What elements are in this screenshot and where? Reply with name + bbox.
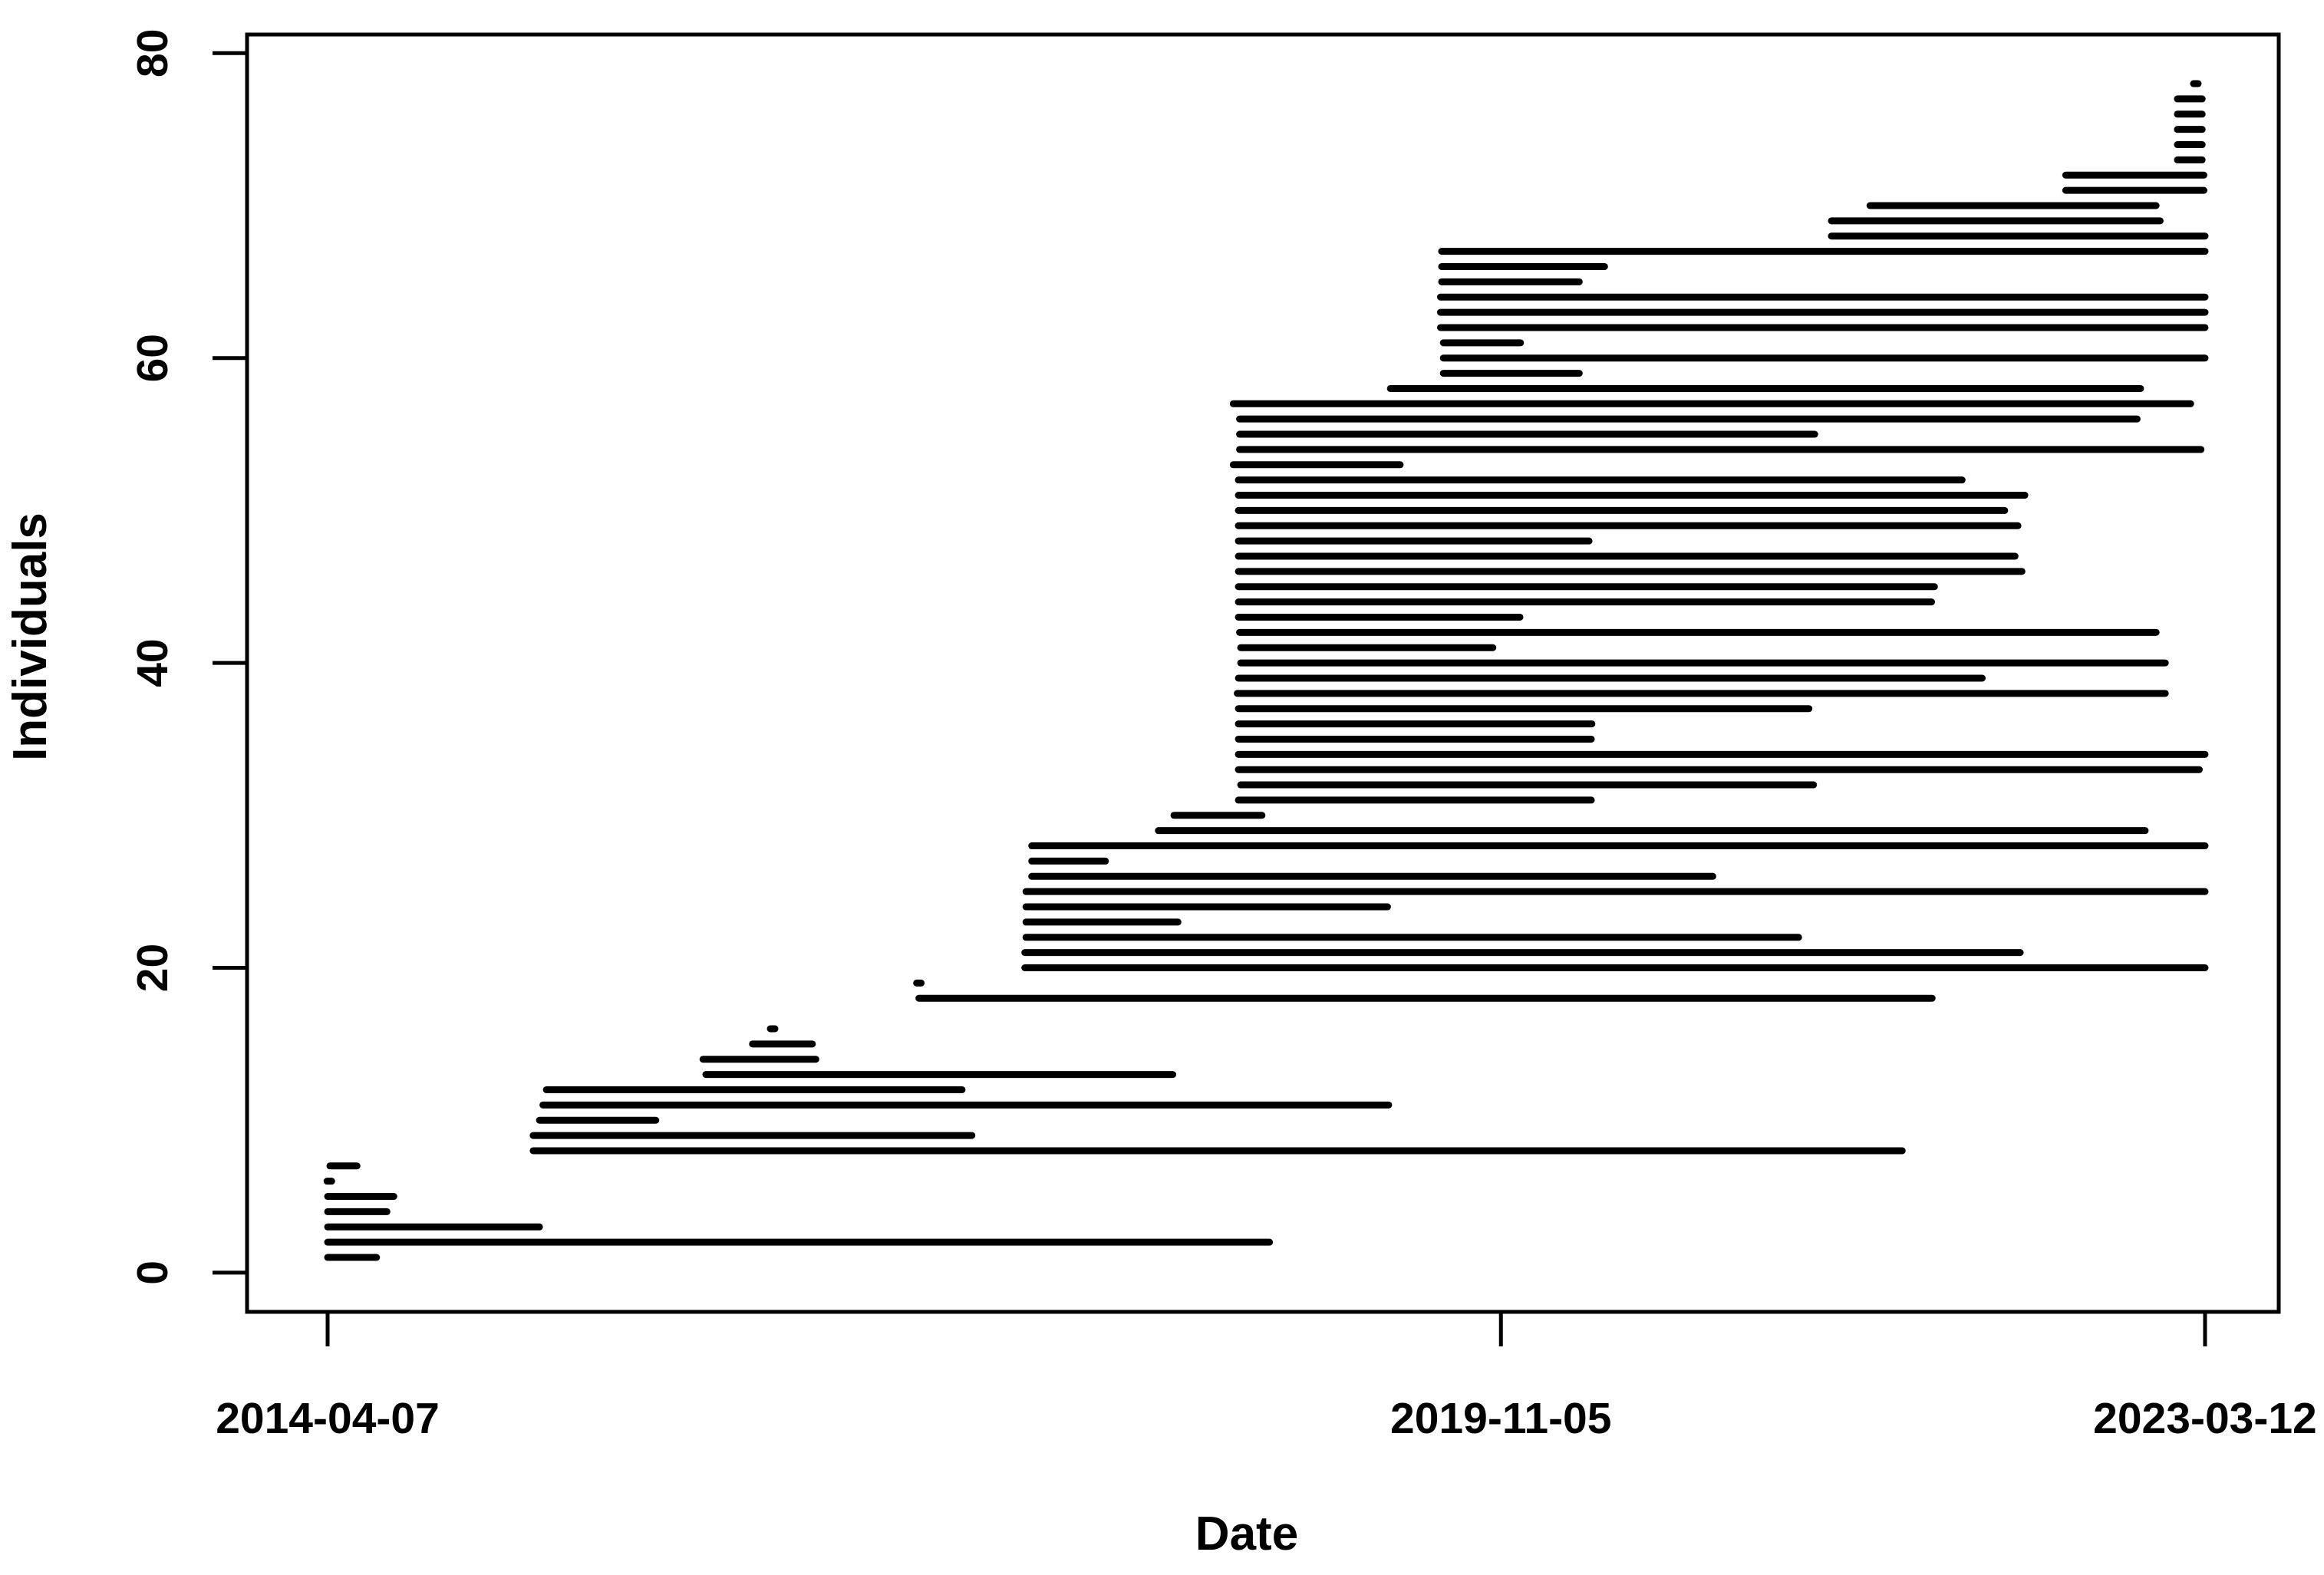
individual-detection-segments bbox=[323, 80, 2209, 1261]
y-tick-label: 40 bbox=[128, 638, 177, 687]
x-tick-label: 2023-03-12 bbox=[2093, 1394, 2317, 1443]
x-tick-label: 2014-04-07 bbox=[216, 1394, 440, 1443]
x-tick-label: 2019-11-05 bbox=[1390, 1394, 1611, 1443]
plot-border-box bbox=[245, 32, 2281, 1314]
y-tick-label: 60 bbox=[128, 334, 177, 382]
y-axis-title: Individuals bbox=[4, 512, 57, 761]
y-tick-label: 80 bbox=[128, 29, 177, 77]
x-axis-ticks: 2014-04-07 2019-11-05 2023-03-12 bbox=[216, 1312, 2317, 1443]
y-axis-ticks: 0 20 40 60 80 bbox=[128, 29, 247, 1285]
x-axis-title: Date bbox=[1195, 1507, 1298, 1560]
y-tick-label: 20 bbox=[128, 944, 177, 992]
y-tick-label: 0 bbox=[128, 1260, 177, 1285]
